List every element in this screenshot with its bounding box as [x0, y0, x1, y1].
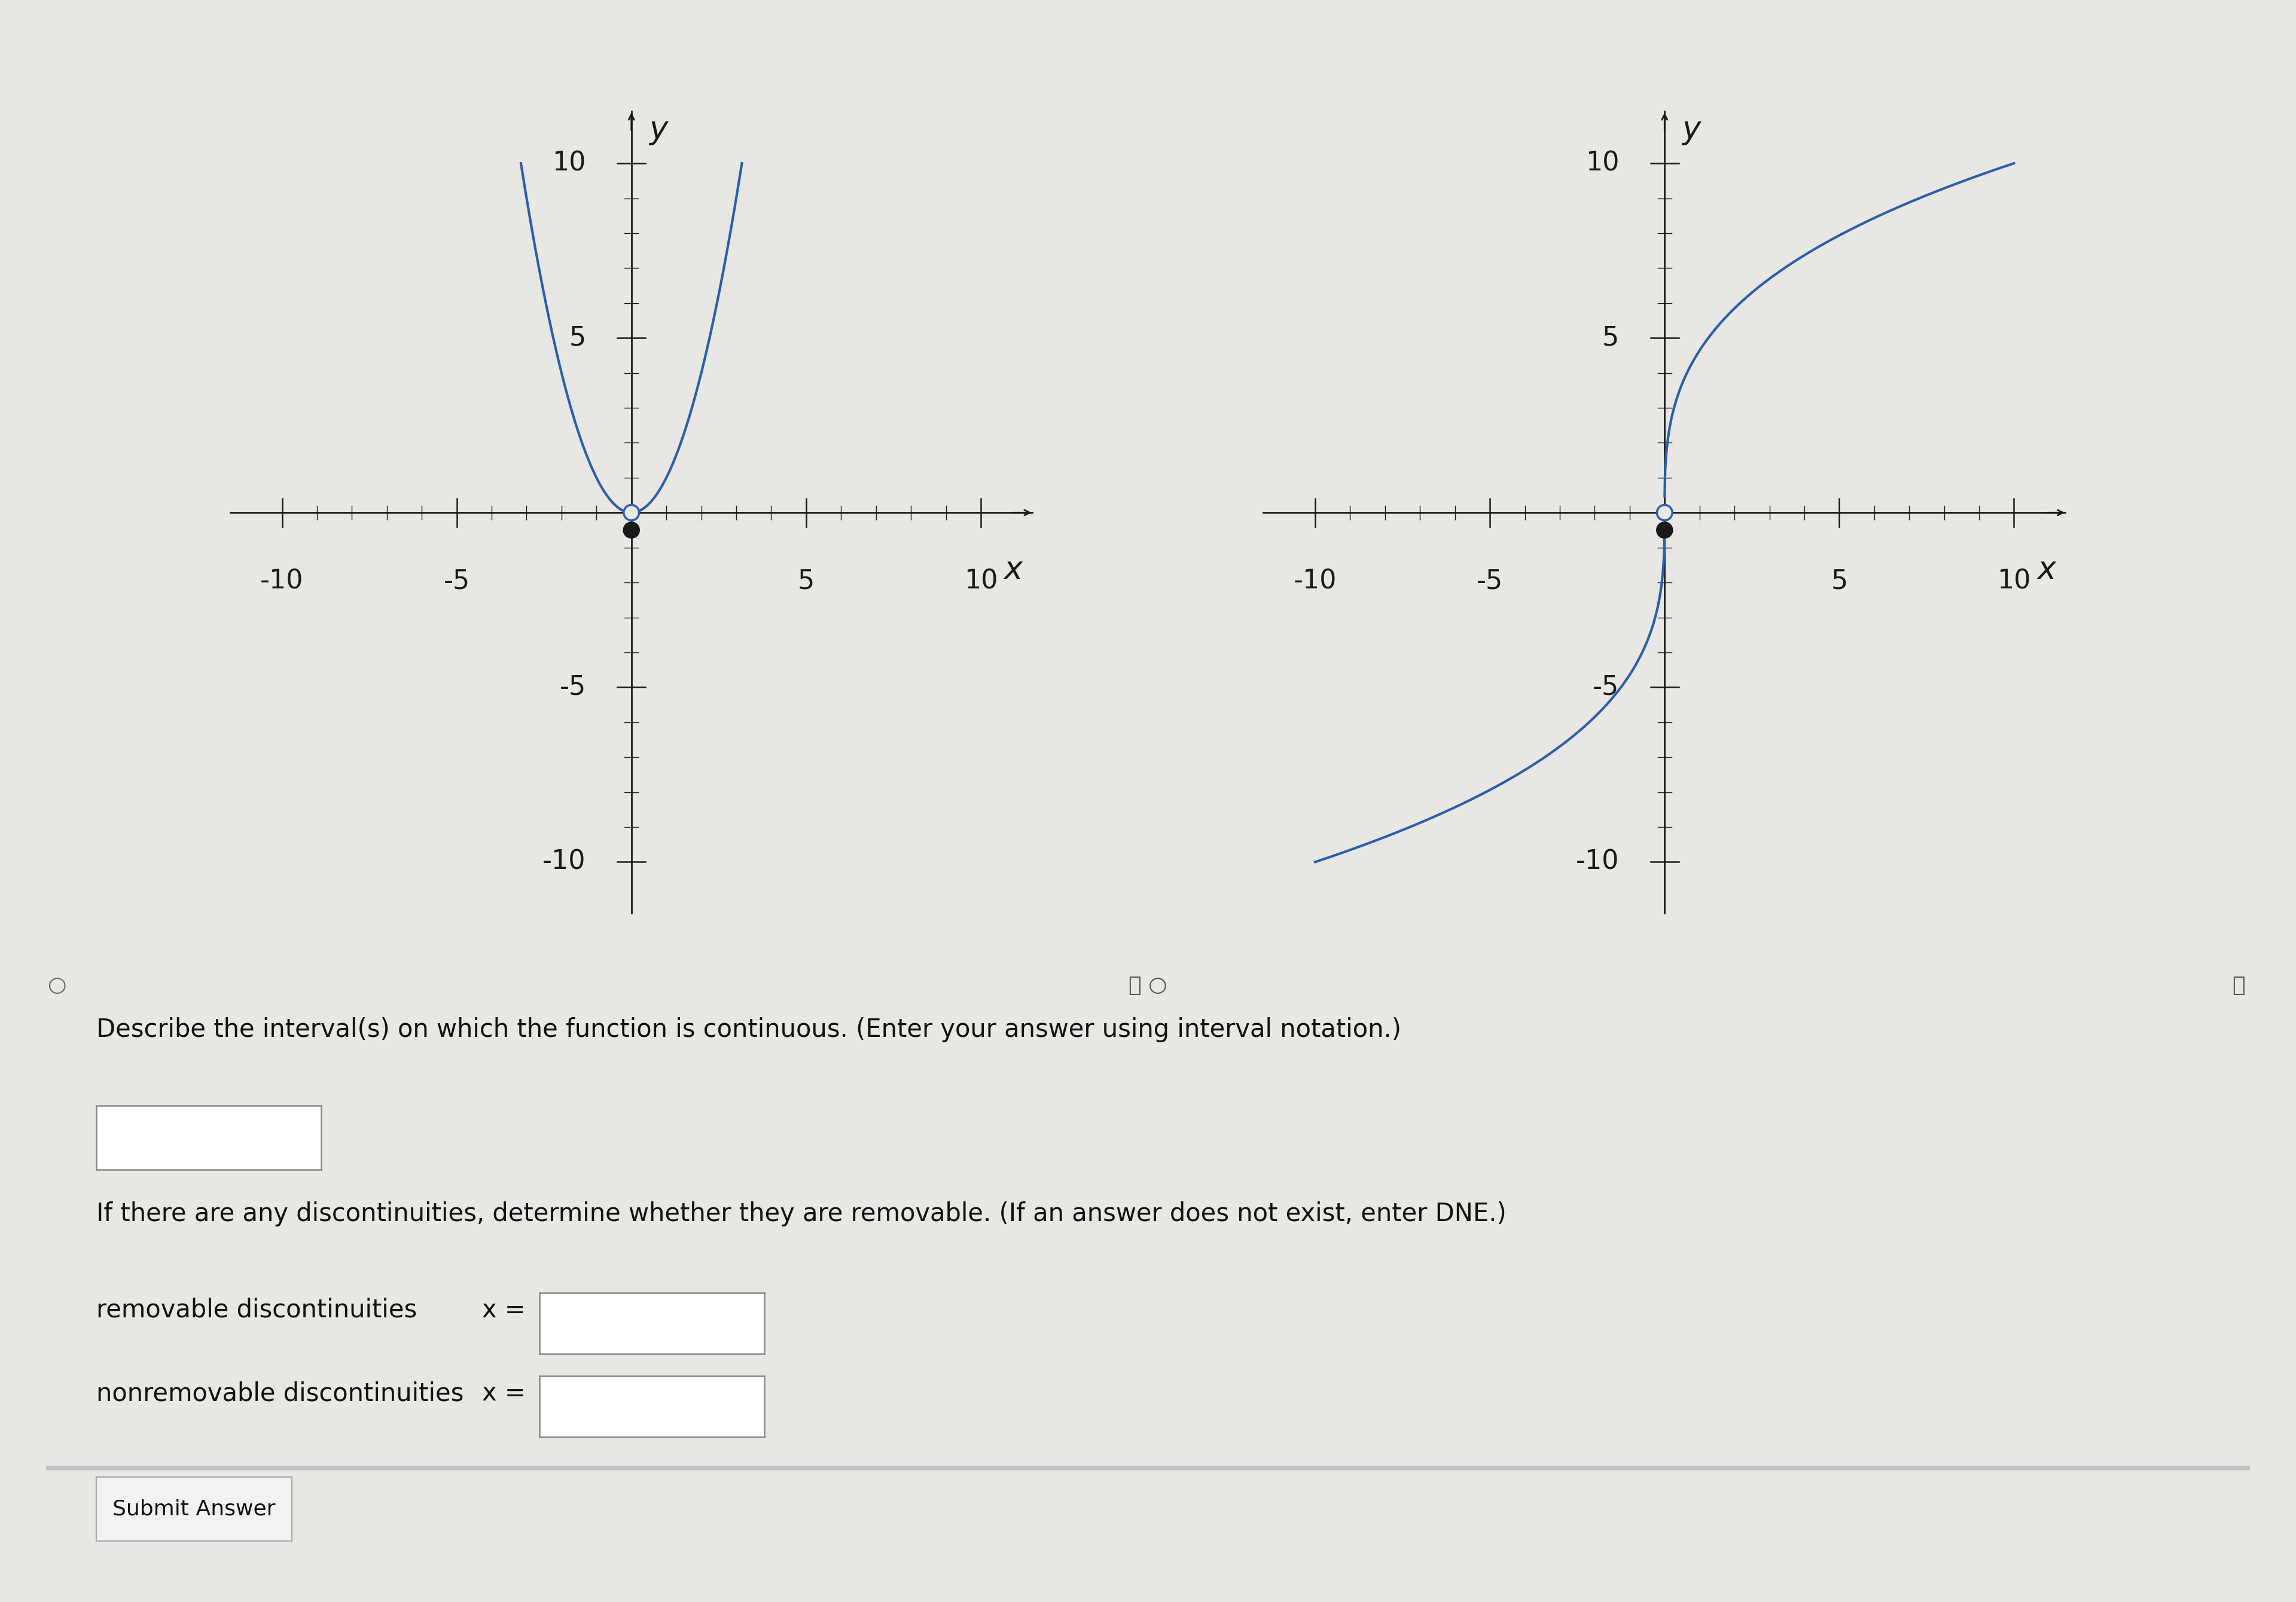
Text: Submit Answer: Submit Answer: [113, 1499, 276, 1519]
Text: ○: ○: [48, 976, 67, 995]
Text: x =: x =: [482, 1298, 526, 1323]
Text: y: y: [1683, 114, 1701, 146]
Text: Describe the interval(s) on which the function is continuous. (Enter your answer: Describe the interval(s) on which the fu…: [96, 1017, 1401, 1043]
Text: -5: -5: [1593, 674, 1619, 700]
Text: 5: 5: [569, 325, 585, 351]
Circle shape: [625, 505, 638, 521]
Text: x =: x =: [482, 1381, 526, 1407]
Text: 10: 10: [1587, 151, 1619, 176]
Circle shape: [625, 522, 638, 538]
Text: -10: -10: [259, 569, 303, 594]
Text: -10: -10: [1575, 849, 1619, 875]
Text: -5: -5: [1476, 569, 1504, 594]
Text: 10: 10: [1998, 569, 2032, 594]
Circle shape: [1658, 505, 1671, 521]
Text: -10: -10: [542, 849, 585, 875]
Text: 10: 10: [553, 151, 585, 176]
Text: removable discontinuities: removable discontinuities: [96, 1298, 418, 1323]
Text: 5: 5: [1603, 325, 1619, 351]
Text: ⓘ: ⓘ: [2232, 976, 2245, 995]
Text: -5: -5: [560, 674, 585, 700]
Text: y: y: [650, 114, 668, 146]
Circle shape: [1658, 522, 1671, 538]
Text: ⓘ ○: ⓘ ○: [1130, 976, 1166, 995]
Text: -5: -5: [443, 569, 471, 594]
Text: 5: 5: [1830, 569, 1848, 594]
Text: x: x: [1003, 554, 1022, 586]
Text: 5: 5: [797, 569, 815, 594]
Text: nonremovable discontinuities: nonremovable discontinuities: [96, 1381, 464, 1407]
Text: 10: 10: [964, 569, 999, 594]
Text: If there are any discontinuities, determine whether they are removable. (If an a: If there are any discontinuities, determ…: [96, 1202, 1506, 1227]
Text: x: x: [2037, 554, 2055, 586]
Text: -10: -10: [1293, 569, 1336, 594]
